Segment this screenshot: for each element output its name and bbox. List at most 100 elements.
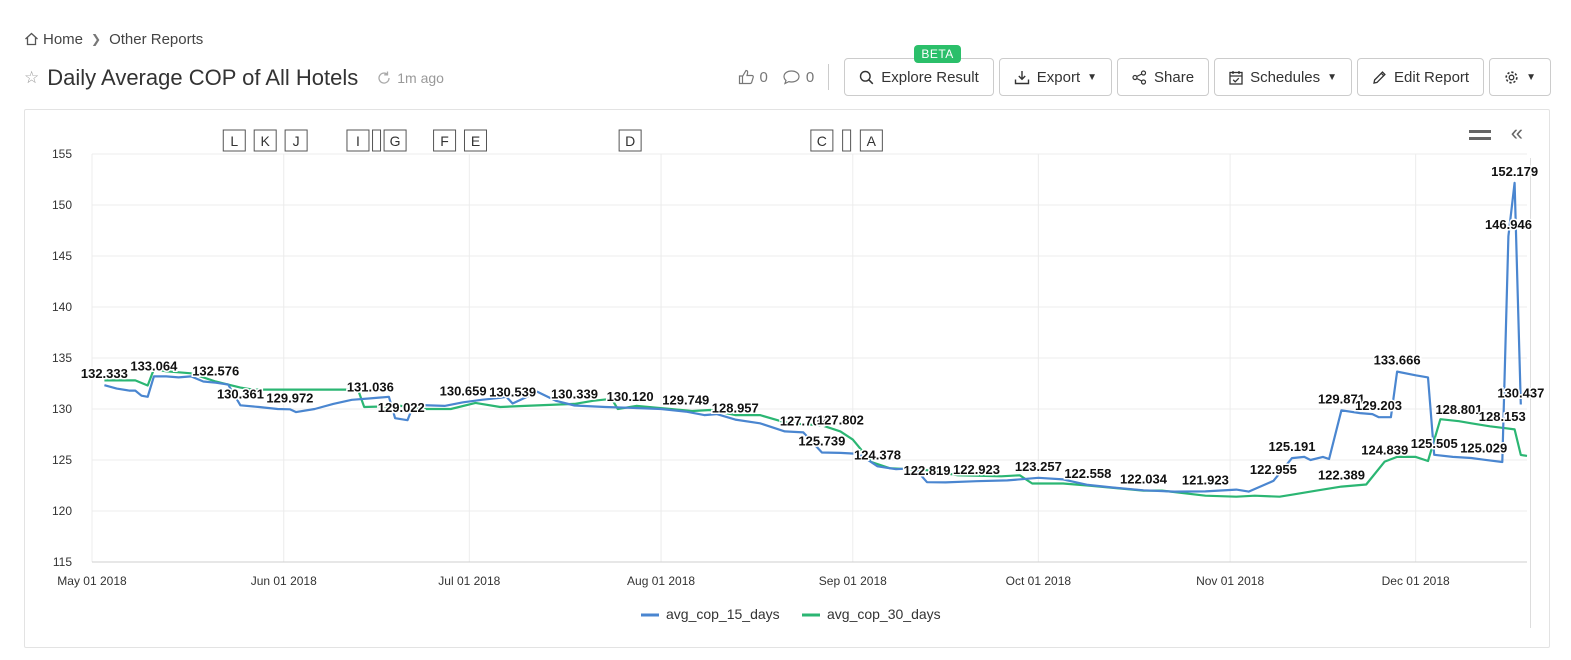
annotation-label: L <box>230 133 238 149</box>
data-label: 131.036 <box>347 379 394 394</box>
annotation-flag[interactable] <box>463 129 487 152</box>
y-tick-label: 120 <box>52 504 72 518</box>
download-icon <box>1014 70 1029 84</box>
x-tick-label: Nov 01 2018 <box>1196 574 1264 588</box>
data-label: 129.749 <box>662 393 709 408</box>
data-label: 130.361 <box>217 386 264 401</box>
star-icon[interactable]: ☆ <box>24 68 40 87</box>
annotation-label: K <box>261 133 271 149</box>
caret-down-icon: ▼ <box>1087 71 1098 83</box>
y-tick-label: 125 <box>52 453 72 467</box>
annotation-flag[interactable] <box>433 129 457 152</box>
comment-icon <box>783 70 800 85</box>
export-button[interactable]: Export ▼ <box>998 58 1113 96</box>
data-label: 127.709 <box>780 413 827 428</box>
annotation-flag[interactable] <box>618 129 642 152</box>
series-line-avg_cop_30_days[interactable] <box>104 368 1528 498</box>
annotation-flag[interactable] <box>810 129 834 152</box>
data-label: 132.576 <box>192 364 239 379</box>
data-label: 152.179 <box>1491 164 1538 179</box>
data-label: 129.203 <box>1355 398 1402 413</box>
comment-button[interactable]: 0 <box>782 69 814 86</box>
annotation-label: A <box>867 133 877 149</box>
explore-result-label: Explore Result <box>881 68 979 86</box>
annotation-label: I <box>356 133 360 149</box>
annotation-label: E <box>471 133 480 149</box>
annotation-flag[interactable] <box>842 129 852 152</box>
toolbar: 0 0 BETA Explore Result Export ▼ Share S… <box>738 45 1551 96</box>
data-label: 133.064 <box>130 359 178 374</box>
schedules-button[interactable]: Schedules ▼ <box>1214 58 1353 96</box>
data-label: 125.191 <box>1268 439 1315 454</box>
menu-icon[interactable] <box>1469 130 1491 140</box>
grid <box>91 153 1527 563</box>
legend-item-avg_cop_30_days[interactable]: avg_cop_30_days <box>802 606 941 622</box>
data-label: 132.333 <box>81 366 128 381</box>
y-tick-label: 145 <box>52 249 72 263</box>
data-label: 128.957 <box>712 401 759 416</box>
data-label: 124.378 <box>854 447 901 462</box>
refresh-status[interactable]: 1m ago <box>376 70 444 86</box>
schedules-label: Schedules <box>1250 68 1321 86</box>
x-tick-label: Jun 01 2018 <box>251 574 317 588</box>
annotation-flag[interactable] <box>346 129 370 152</box>
annotation-flag[interactable] <box>383 129 407 152</box>
x-tick-label: Sep 01 2018 <box>819 574 887 588</box>
data-label: 130.659 <box>440 383 487 398</box>
data-label: 146.946 <box>1485 217 1532 232</box>
annotation-flag[interactable] <box>222 129 246 152</box>
legend-label: avg_cop_30_days <box>827 606 941 622</box>
page-title: Daily Average COP of All Hotels <box>47 65 359 90</box>
series-line-avg_cop_15_days[interactable] <box>104 181 1522 493</box>
settings-button[interactable]: ▼ <box>1489 58 1551 96</box>
data-label: 122.558 <box>1064 466 1111 481</box>
breadcrumb-home-label: Home <box>43 30 84 48</box>
data-label: 125.739 <box>798 433 845 448</box>
data-label: 125.505 <box>1411 436 1458 451</box>
series-lines <box>104 181 1528 498</box>
annotation-label: G <box>390 133 401 149</box>
data-labels: 132.333 132.576 130.361 129.972 131.036 130.6… <box>79 162 1545 489</box>
breadcrumb-current[interactable]: Other Reports <box>109 30 204 48</box>
data-label: 133.666 <box>1374 353 1421 368</box>
collapse-icon[interactable]: « <box>1510 120 1523 145</box>
share-button[interactable]: Share <box>1117 58 1210 96</box>
data-label: 122.923 <box>953 462 1000 477</box>
data-label: 130.437 <box>1497 386 1544 401</box>
title-row: ☆ Daily Average COP of All Hotels 1m ago <box>24 62 444 94</box>
data-label: 124.839 <box>1361 443 1408 458</box>
x-tick-label: Aug 01 2018 <box>627 574 695 588</box>
like-count: 0 <box>759 68 768 86</box>
breadcrumb-home[interactable]: Home <box>24 31 83 48</box>
annotation-label: J <box>293 133 300 149</box>
legend-item-avg_cop_15_days[interactable]: avg_cop_15_days <box>641 606 780 622</box>
data-label: 122.819 <box>904 463 951 478</box>
like-button[interactable]: 0 <box>738 69 768 86</box>
annotation-flag[interactable] <box>284 129 308 152</box>
y-tick-label: 130 <box>52 402 72 416</box>
legend: avg_cop_15_days avg_cop_30_days <box>641 606 941 622</box>
share-label: Share <box>1154 68 1195 86</box>
annotation-label: C <box>817 133 827 149</box>
explore-result-button[interactable]: BETA Explore Result <box>844 45 994 96</box>
panel-divider <box>1530 158 1531 628</box>
annotation-label: D <box>625 133 635 149</box>
data-label: 127.802 <box>817 412 864 427</box>
home-icon <box>25 32 38 46</box>
annotation-flag[interactable] <box>372 129 382 152</box>
calendar-check-icon <box>1229 70 1243 85</box>
y-tick-label: 150 <box>52 198 72 212</box>
chevron-right-icon: ❯ <box>91 32 102 46</box>
axes: 115 120 125 130 135 140 145 150 155 May 01 2018 Ju… <box>52 147 1527 588</box>
caret-down-icon: ▼ <box>1327 71 1338 83</box>
legend-label: avg_cop_15_days <box>666 606 780 622</box>
annotation-flag[interactable] <box>859 129 883 152</box>
data-label: 130.120 <box>607 389 654 404</box>
data-label: 130.539 <box>489 385 536 400</box>
line-chart: 115 120 125 130 135 140 145 150 155 May 01 2018 Ju… <box>52 129 1546 622</box>
annotation-flag[interactable] <box>253 129 277 152</box>
x-tick-label: May 01 2018 <box>57 574 127 588</box>
beta-badge: BETA <box>914 45 961 63</box>
edit-report-button[interactable]: Edit Report <box>1357 58 1485 96</box>
